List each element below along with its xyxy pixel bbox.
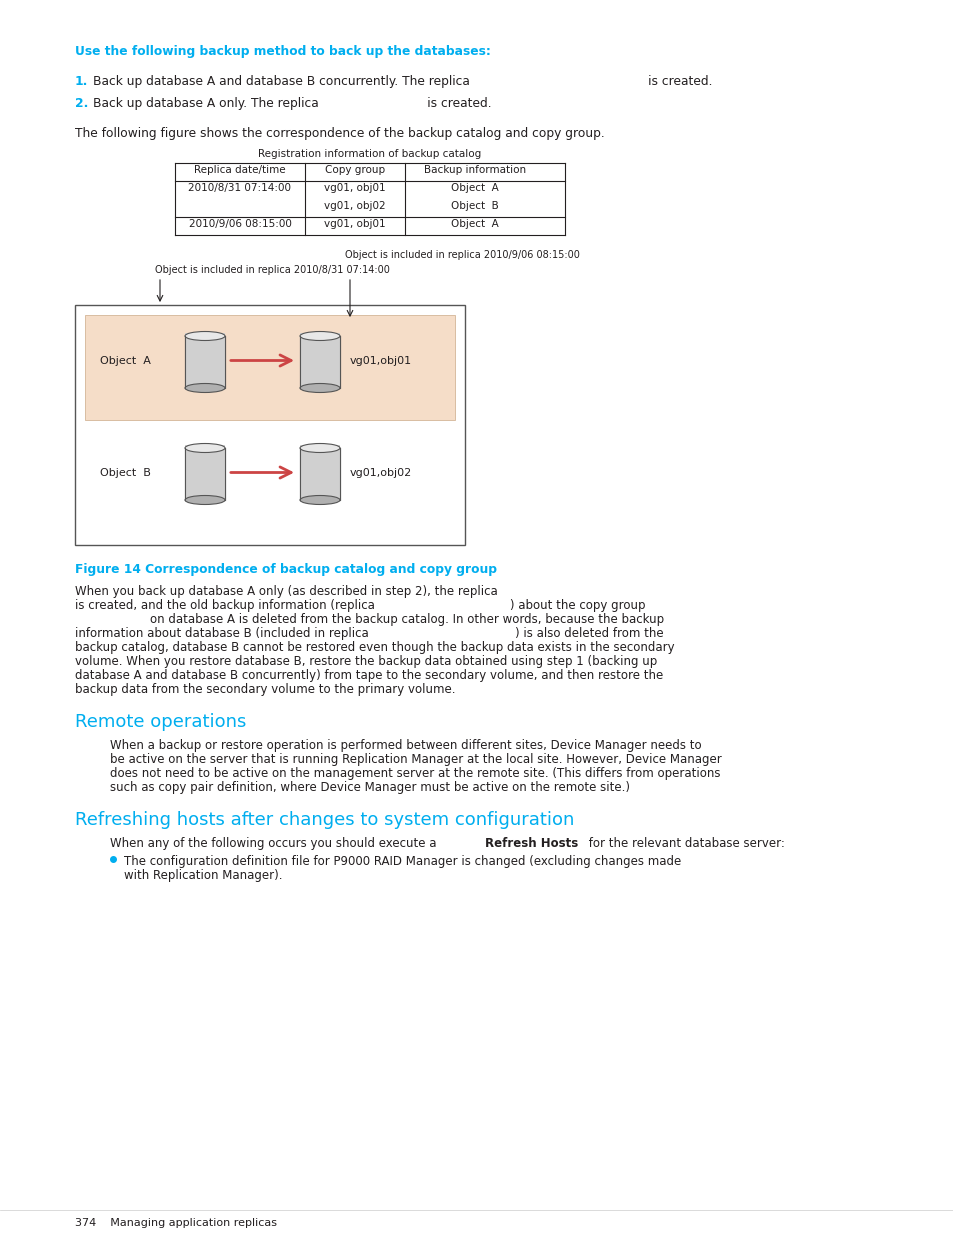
Text: The following figure shows the correspondence of the backup catalog and copy gro: The following figure shows the correspon…	[75, 127, 604, 140]
Text: vg01,obj01: vg01,obj01	[350, 356, 412, 366]
Text: with Replication Manager).: with Replication Manager).	[124, 869, 282, 882]
Text: When any of the following occurs you should execute a: When any of the following occurs you sho…	[110, 837, 439, 850]
Ellipse shape	[185, 384, 225, 393]
Text: Back up database A only. The replica                            is created.: Back up database A only. The replica is …	[92, 98, 491, 110]
Bar	[299, 333, 339, 388]
Bar	[185, 333, 225, 388]
Text: Replica date/time: Replica date/time	[194, 165, 286, 175]
Text: 1.: 1.	[75, 75, 89, 88]
Ellipse shape	[299, 331, 339, 341]
Text: Backup information: Backup information	[423, 165, 525, 175]
Text: information about database B (included in replica                               : information about database B (included i…	[75, 627, 663, 640]
Text: Copy group: Copy group	[325, 165, 385, 175]
Text: database A and database B concurrently) from tape to the secondary volume, and t: database A and database B concurrently) …	[75, 669, 662, 682]
Text: Object is included in replica 2010/9/06 08:15:00: Object is included in replica 2010/9/06 …	[345, 249, 579, 261]
Text: Object  B: Object B	[100, 468, 151, 478]
Text: vg01,obj02: vg01,obj02	[350, 468, 412, 478]
Text: vg01, obj02: vg01, obj02	[324, 201, 385, 211]
Bar	[299, 336, 339, 388]
Text: vg01, obj01: vg01, obj01	[324, 183, 385, 193]
Text: backup catalog, database B cannot be restored even though the backup data exists: backup catalog, database B cannot be res…	[75, 641, 674, 655]
Bar	[299, 448, 339, 500]
Text: 2010/9/06 08:15:00: 2010/9/06 08:15:00	[189, 219, 291, 228]
Ellipse shape	[185, 331, 225, 341]
Text: be active on the server that is running Replication Manager at the local site. H: be active on the server that is running …	[110, 753, 721, 766]
Text: When you back up database A only (as described in step 2), the replica: When you back up database A only (as des…	[75, 585, 497, 598]
Ellipse shape	[299, 443, 339, 452]
Text: Back up database A and database B concurrently. The replica                     : Back up database A and database B concur…	[92, 75, 712, 88]
Text: Figure 14 Correspondence of backup catalog and copy group: Figure 14 Correspondence of backup catal…	[75, 563, 497, 576]
Bar	[185, 336, 225, 388]
Text: The configuration definition file for P9000 RAID Manager is changed (excluding c: The configuration definition file for P9…	[124, 855, 680, 868]
Bar	[85, 315, 455, 420]
Ellipse shape	[185, 443, 225, 452]
Text: Object  A: Object A	[451, 183, 498, 193]
Text: Refreshing hosts after changes to system configuration: Refreshing hosts after changes to system…	[75, 811, 574, 829]
Text: Object  B: Object B	[451, 201, 498, 211]
Text: for the relevant database server:: for the relevant database server:	[584, 837, 784, 850]
Bar	[185, 445, 225, 500]
Text: such as copy pair definition, where Device Manager must be active on the remote : such as copy pair definition, where Devi…	[110, 781, 629, 794]
Bar	[75, 305, 464, 545]
Text: Registration information of backup catalog: Registration information of backup catal…	[258, 149, 481, 159]
Text: Object  A: Object A	[451, 219, 498, 228]
Text: Object  A: Object A	[100, 356, 151, 366]
Text: vg01, obj01: vg01, obj01	[324, 219, 385, 228]
Text: 2010/8/31 07:14:00: 2010/8/31 07:14:00	[189, 183, 292, 193]
Text: When a backup or restore operation is performed between different sites, Device : When a backup or restore operation is pe…	[110, 739, 700, 752]
Ellipse shape	[299, 384, 339, 393]
Text: Use the following backup method to back up the databases:: Use the following backup method to back …	[75, 44, 491, 58]
Ellipse shape	[185, 495, 225, 505]
Bar	[185, 448, 225, 500]
Text: does not need to be active on the management server at the remote site. (This di: does not need to be active on the manage…	[110, 767, 720, 781]
Text: Object is included in replica 2010/8/31 07:14:00: Object is included in replica 2010/8/31 …	[154, 266, 390, 275]
Text: backup data from the secondary volume to the primary volume.: backup data from the secondary volume to…	[75, 683, 455, 697]
Bar	[299, 445, 339, 500]
Text: Remote operations: Remote operations	[75, 713, 246, 731]
Text: on database A is deleted from the backup catalog. In other words, because the ba: on database A is deleted from the backup…	[75, 613, 663, 626]
Text: is created, and the old backup information (replica                             : is created, and the old backup informati…	[75, 599, 645, 613]
Text: 2.: 2.	[75, 98, 89, 110]
Text: volume. When you restore database B, restore the backup data obtained using step: volume. When you restore database B, res…	[75, 655, 657, 668]
Ellipse shape	[299, 495, 339, 505]
Text: 374    Managing application replicas: 374 Managing application replicas	[75, 1218, 276, 1228]
Text: Refresh Hosts: Refresh Hosts	[484, 837, 578, 850]
